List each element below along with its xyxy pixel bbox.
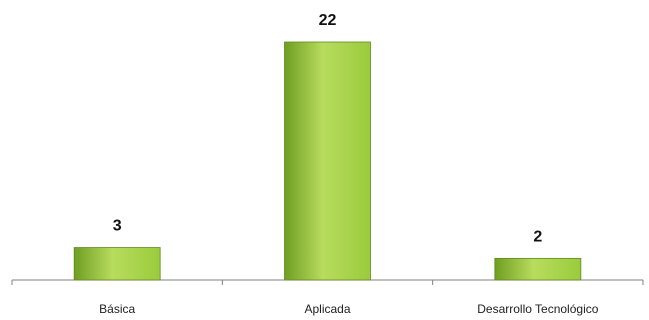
data-label-1: 22 <box>319 12 337 29</box>
bar-0 <box>73 247 161 281</box>
bar-1 <box>284 41 371 281</box>
plot-area: 3 Básica 22 Aplicada 2 Desarrollo Tecnológico <box>11 12 644 316</box>
category-label-0: Básica <box>99 302 135 316</box>
category-label-2: Desarrollo Tecnológico <box>477 302 599 316</box>
bar-2 <box>494 257 582 281</box>
data-label-0: 3 <box>113 218 122 235</box>
data-label-2: 2 <box>533 228 542 245</box>
category-label-1: Aplicada <box>304 302 350 316</box>
